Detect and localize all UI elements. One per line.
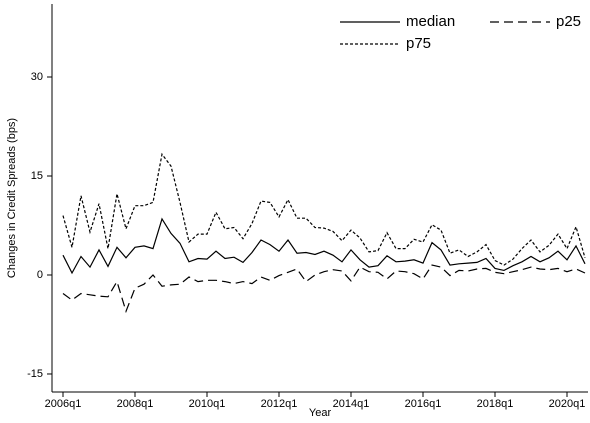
y-axis-label: Changes in Credit Spreads (bps) <box>6 118 18 278</box>
x-tick-label: 2012q1 <box>261 398 298 410</box>
series-line <box>62 217 586 275</box>
legend-label: p25 <box>556 13 581 30</box>
series-line <box>62 264 586 314</box>
x-tick-label: 2016q1 <box>405 398 442 410</box>
x-tick-label: 2006q1 <box>45 398 82 410</box>
x-tick-label: 2010q1 <box>189 398 226 410</box>
y-tick-label: -15 <box>27 368 43 380</box>
x-tick-label: 2018q1 <box>477 398 514 410</box>
x-tick-label: 2008q1 <box>117 398 154 410</box>
legend-label: p75 <box>406 35 431 52</box>
x-axis-label: Year <box>309 407 332 419</box>
y-tick-label: 15 <box>31 170 43 182</box>
x-tick-label: 2020q1 <box>549 398 586 410</box>
legend-label: median <box>406 13 455 30</box>
series-line <box>62 152 586 266</box>
x-tick-label: 2014q1 <box>333 398 370 410</box>
y-tick-label: 0 <box>37 269 43 281</box>
y-tick-label: 30 <box>31 71 43 83</box>
